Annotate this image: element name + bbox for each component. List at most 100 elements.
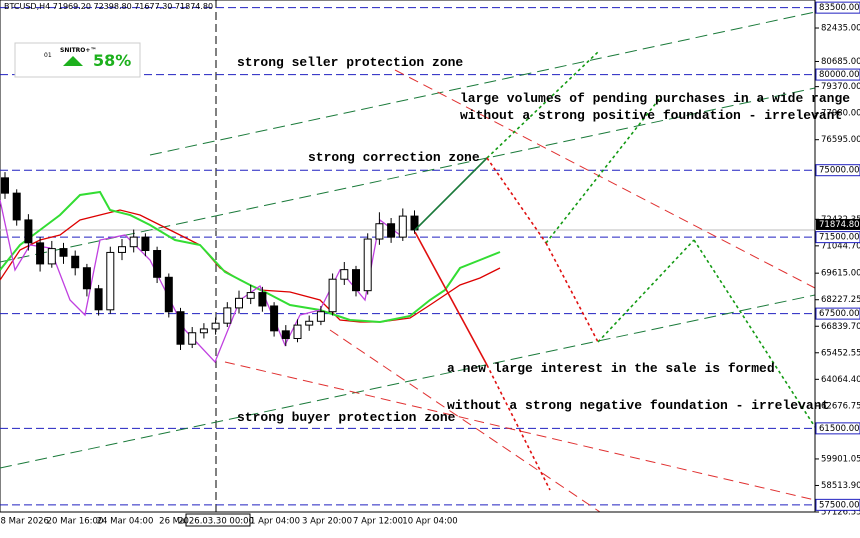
candle-body — [258, 292, 267, 307]
x-tick-label: 10 Apr 04:00 — [402, 517, 457, 527]
candle-body — [293, 324, 302, 339]
price-box — [816, 218, 860, 230]
candle-body — [387, 223, 396, 238]
level-box — [815, 498, 860, 511]
y-tick-label: 80685.00 — [821, 57, 860, 67]
x-tick-label: 26 Mar 2 — [159, 517, 197, 527]
candle-body — [328, 278, 337, 313]
arrow — [545, 97, 661, 244]
trendline — [224, 361, 816, 501]
y-tick-label: 64064.40 — [821, 375, 860, 385]
candle-body — [12, 192, 21, 221]
arrow — [486, 364, 551, 491]
trendline — [0, 294, 816, 469]
annotation: without a strong negative foundation - i… — [447, 398, 829, 413]
x-tick-label: 3 Apr 20:00 — [302, 517, 352, 527]
indicator-box — [14, 42, 141, 78]
trendline — [0, 87, 816, 263]
candle-body — [352, 269, 360, 292]
candle-body — [118, 246, 126, 253]
candle-body — [141, 236, 150, 252]
indicator-small: 01 — [44, 52, 52, 59]
level-box — [815, 68, 860, 81]
annotation: strong seller protection zone — [237, 55, 463, 70]
candle-body — [47, 248, 56, 265]
arrow — [693, 239, 816, 428]
candle-body — [223, 307, 232, 324]
y-tick-label: 59901.05 — [821, 454, 860, 464]
candle-body — [164, 276, 173, 313]
annotation: a new large interest in the sale is form… — [447, 361, 775, 376]
arrow — [486, 157, 547, 244]
candle-body — [94, 288, 103, 311]
y-tick-label: 79370.00 — [821, 82, 860, 92]
y-tick-label: 69615.00 — [821, 269, 860, 279]
trendlines — [0, 11, 816, 513]
annotation: without a strong positive foundation - i… — [460, 108, 842, 123]
y-tick-label: 76595.00 — [821, 135, 860, 145]
arrow — [597, 239, 695, 343]
level-label: 75000.00 — [819, 166, 860, 176]
y-tick-label: 58513.90 — [821, 481, 860, 491]
candle-body — [281, 330, 290, 339]
level-box — [815, 422, 860, 435]
level-label: 71500.00 — [819, 233, 860, 243]
x-tick-label: 18 Mar 2026 — [0, 517, 49, 527]
symbol-info: BTCUSD,H4 71969.20 72398.80 71677.30 718… — [4, 2, 213, 11]
arrow — [414, 231, 488, 366]
candle-body — [270, 305, 279, 332]
candle-body — [188, 332, 197, 345]
level-box — [815, 307, 860, 320]
level-box — [815, 231, 860, 244]
level-box — [815, 1, 860, 14]
y-tick-label: 71044.70 — [821, 241, 860, 251]
candle-body — [82, 267, 91, 290]
annotation: strong buyer protection zone — [237, 410, 456, 425]
trendline — [149, 11, 816, 156]
trendline — [329, 329, 601, 513]
indicator-value: 58% — [93, 51, 131, 70]
candle-body — [129, 236, 138, 248]
axes: 82435.00 80685.00 79370.00 77980.00 76595.00… — [0, 0, 860, 527]
candle-body — [246, 292, 255, 299]
x-tick-label: 24 Mar 04:00 — [97, 517, 154, 527]
x-tick-label: 7 Apr 12:00 — [353, 517, 403, 527]
y-tick-label: 66839.70 — [821, 322, 860, 332]
level-label: 83500.00 — [819, 3, 860, 13]
candle-body — [316, 311, 325, 322]
y-tick-label: 82435.00 — [821, 24, 860, 34]
candle-body — [176, 311, 185, 345]
arrow — [545, 242, 599, 343]
level-box — [815, 164, 860, 177]
candle-body — [410, 215, 419, 231]
candle-body — [398, 215, 407, 238]
candle-body — [305, 320, 314, 326]
level-label: 67500.00 — [819, 309, 860, 319]
x-tick-label: 1 Apr 04:00 — [250, 517, 300, 527]
candle-body — [59, 248, 68, 257]
y-tick-label: 68227.25 — [821, 295, 860, 305]
y-tick-label: 77980.00 — [821, 109, 860, 119]
x-tick-label: 2026.03.30 00:00 — [178, 517, 254, 527]
candle-body — [153, 250, 162, 278]
candle-body — [363, 238, 372, 292]
arrow — [486, 51, 599, 159]
candle-body — [375, 223, 384, 240]
indicator-name: SNITRO+™ — [60, 47, 96, 54]
y-tick-label: 62676.75 — [821, 401, 860, 411]
annotations: strong seller protection zone large volum… — [237, 55, 850, 425]
candle-body — [1, 177, 9, 194]
level-label: 57500.00 — [819, 500, 860, 510]
price-label: 71874.80 — [819, 220, 860, 230]
candle-body — [199, 328, 208, 334]
y-tick-label: 65452.55 — [821, 348, 860, 358]
candle-body — [235, 297, 243, 309]
span-line — [0, 190, 501, 324]
y-tick-label: 57126.55 — [821, 508, 860, 518]
candle-body — [36, 242, 45, 265]
level-label: 61500.00 — [819, 424, 860, 434]
level-label: 80000.00 — [819, 70, 860, 80]
annotation: large volumes of pending purchases in a … — [460, 91, 850, 106]
candles — [1, 172, 419, 350]
